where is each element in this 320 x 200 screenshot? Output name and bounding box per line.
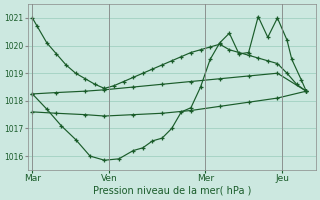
X-axis label: Pression niveau de la mer( hPa ): Pression niveau de la mer( hPa ) <box>92 186 251 196</box>
